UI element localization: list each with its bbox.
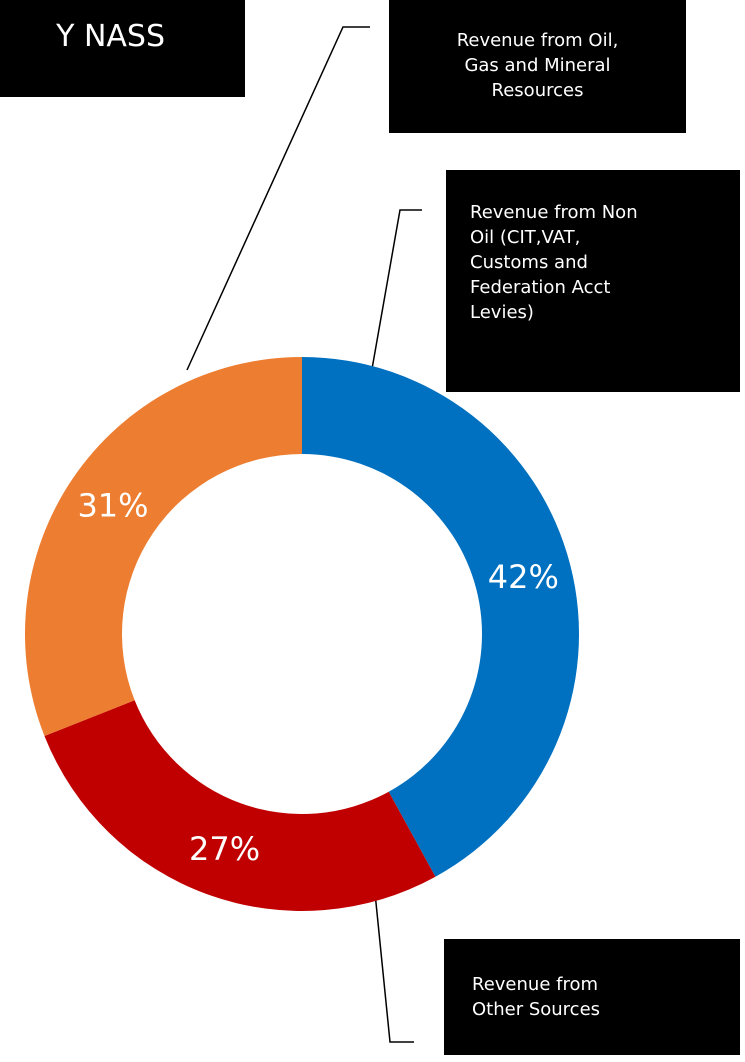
callout-other-sources: Revenue from Other Sources xyxy=(444,939,740,1055)
callout-oil-gas-minerals: Revenue from Oil, Gas and Mineral Resour… xyxy=(389,0,686,133)
title-banner: Y NASS xyxy=(0,0,245,97)
leader-line-non-oil xyxy=(371,209,422,370)
callout-non-oil: Revenue from Non Oil (CIT,VAT, Customs a… xyxy=(446,170,740,392)
data-label-other-sources: 27% xyxy=(189,830,260,868)
leader-line-other-sources xyxy=(371,862,414,1043)
donut-slice-oil-gas-minerals xyxy=(24,357,303,736)
data-label-oil-gas-minerals: 31% xyxy=(77,487,148,525)
donut-slice-non-oil xyxy=(302,357,579,877)
data-label-non-oil: 42% xyxy=(488,558,559,596)
leader-line-oil-gas-minerals xyxy=(186,26,370,371)
chart-title: Y NASS xyxy=(56,19,165,54)
donut-slice-other-sources xyxy=(44,700,436,911)
